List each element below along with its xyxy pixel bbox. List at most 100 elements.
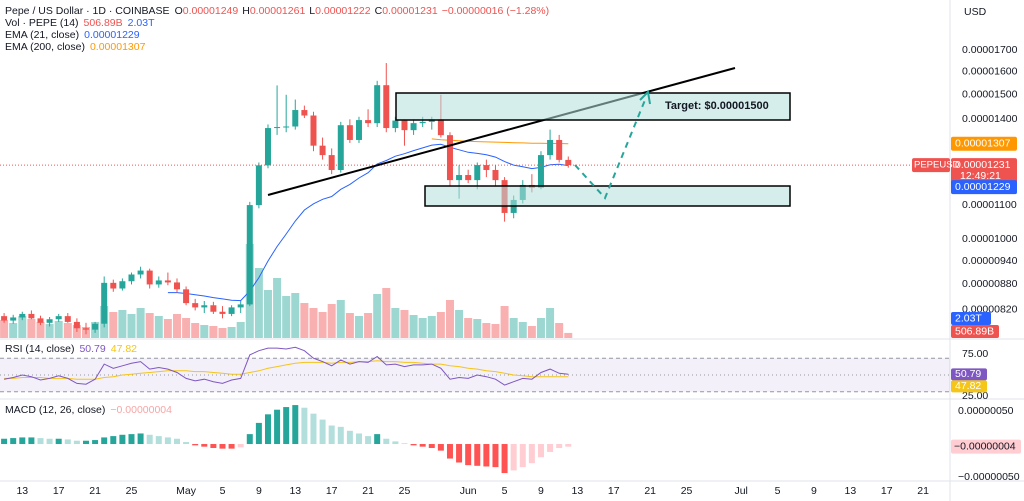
ema200-value-label: 0.00001307 [955, 138, 1011, 150]
annotation: Target: $0.00001500 [665, 100, 769, 112]
volume-ma-label: 2.03T [955, 312, 982, 324]
ema200-line [431, 138, 569, 145]
candle-body [547, 139, 554, 156]
volume-ma: 2.03T [128, 17, 155, 29]
volume-bar [309, 308, 318, 338]
volume-bar [236, 322, 245, 338]
macd-name: MACD (12, 26, close) [5, 404, 105, 416]
ohlc-label: C [375, 5, 383, 17]
y-tick-label: 0.00001600 [962, 66, 1018, 78]
volume-bar [400, 310, 409, 338]
macd-bar [310, 413, 317, 445]
rsi-ma-value-box [951, 380, 987, 393]
rsi-ma-value-label: 47.82 [955, 380, 981, 392]
macd-bar [246, 434, 253, 445]
volume-bar [409, 315, 418, 338]
macd-bar [456, 444, 463, 463]
macd-bar [410, 444, 417, 446]
drawings: Target: $0.00001500 [267, 67, 791, 207]
currency[interactable]: USD [964, 6, 987, 18]
x-tick-label: 21 [644, 485, 656, 497]
volume-bar [27, 319, 36, 338]
legend-rsi: RSI (14, close) 50.79 47.82 [5, 343, 137, 355]
macd-bar [10, 438, 17, 445]
volume-bar [318, 312, 327, 338]
macd-bar [392, 441, 399, 445]
macd-bar [565, 444, 572, 447]
volume-bar [445, 300, 454, 338]
macd-bar [437, 444, 444, 451]
rsi-value-label: 50.79 [955, 368, 981, 380]
candle-body [446, 135, 453, 181]
projection-arrow [574, 99, 646, 200]
rsi-name: RSI (14, close) [5, 343, 74, 355]
x-tick-label: 17 [881, 485, 893, 497]
macd-bar [483, 444, 490, 467]
volume-bar [282, 296, 291, 338]
macd-bar [119, 434, 126, 445]
marks [0, 63, 950, 474]
volume-bar [336, 300, 345, 338]
candle-body [183, 289, 190, 304]
volume-last-box [951, 325, 999, 338]
rsi-value-box [951, 368, 987, 381]
x-tick-label: 21 [917, 485, 929, 497]
macd-bar [292, 405, 299, 445]
candle-body [264, 128, 271, 166]
volume-bar [154, 316, 163, 338]
ema21-value-label: 0.00001229 [955, 181, 1011, 193]
ohlc-value: 0.00001249 [183, 5, 239, 17]
x-tick-label: 25 [681, 485, 693, 497]
y-tick-label: 0.00001500 [962, 89, 1018, 101]
candle-body [383, 85, 390, 129]
volume-last-label: 506.89B [955, 325, 994, 337]
macd-bar [401, 443, 408, 445]
candle-body [374, 85, 381, 124]
x-tick-label: 5 [220, 485, 226, 497]
volume-bar [373, 294, 382, 338]
price-box [951, 158, 1017, 184]
ema-name: EMA (200, close) [5, 41, 85, 53]
ohlc-value: 0.00001261 [250, 5, 306, 17]
volume-bar [518, 322, 527, 338]
macd-bar [55, 438, 62, 445]
candle-body [556, 139, 563, 160]
macd-bar [255, 422, 262, 445]
candle-body [210, 305, 217, 312]
candle-body [474, 165, 481, 181]
candle-body [1, 316, 8, 321]
candle-body [401, 120, 408, 131]
x-tick-label: 13 [289, 485, 301, 497]
ohlc-label: L [309, 5, 315, 17]
macd-bar [474, 444, 481, 466]
volume-bar [354, 316, 363, 338]
x-tick-label: 21 [362, 485, 374, 497]
macd-bar [192, 444, 199, 446]
countdown: 12:49:21 [960, 170, 1001, 182]
candle-body [337, 125, 344, 171]
candle-body [110, 282, 117, 289]
y-tick-label: 0.00001700 [962, 44, 1018, 56]
candle-body [483, 165, 490, 171]
y-tick-label: 0.00000880 [962, 278, 1018, 290]
price-label: 0.00001231 [955, 159, 1011, 171]
arrow-head [639, 89, 651, 105]
macd-bar [155, 436, 162, 445]
symbol: Pepe / US Dollar · 1D · COINBASE [5, 5, 170, 17]
candle-body [255, 165, 262, 206]
macd-bar [528, 444, 535, 464]
macd-bar [501, 444, 508, 474]
x-tick-label: 9 [538, 485, 544, 497]
candle-body [64, 316, 71, 322]
ema-value: 0.00001229 [84, 29, 140, 41]
volume-bar [482, 323, 491, 338]
rsi-ma-line [4, 360, 569, 380]
macd-bar [173, 438, 180, 445]
volume-bar [491, 324, 500, 338]
ticker-box [912, 158, 950, 173]
volume-bar [536, 318, 545, 338]
candle-body [246, 205, 253, 305]
volume-bar [118, 310, 127, 338]
candle-body [283, 126, 290, 128]
